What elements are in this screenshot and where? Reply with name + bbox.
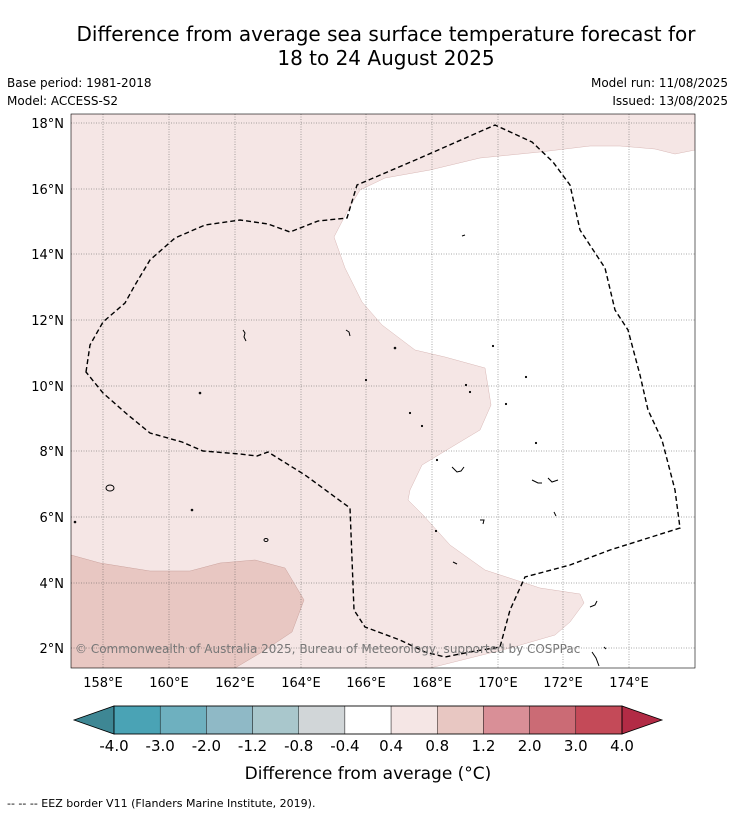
lat-tick-label: 4°N xyxy=(40,577,65,592)
colorbar-tick-label: 3.0 xyxy=(564,737,588,755)
lon-tick-label: 170°E xyxy=(478,676,518,691)
lat-tick-label: 10°N xyxy=(31,380,64,395)
lat-tick-label: 6°N xyxy=(40,511,65,526)
issued-date: Issued: 13/08/2025 xyxy=(612,94,728,108)
model-name: Model: ACCESS-S2 xyxy=(7,94,119,108)
colorbar-tick-label: 0.4 xyxy=(379,737,403,755)
anomaly-region-light xyxy=(71,114,695,668)
colorbar-outline xyxy=(113,705,623,735)
colorbar-segment xyxy=(390,705,438,735)
lat-tick-label: 8°N xyxy=(40,445,65,460)
colorbar-segment xyxy=(344,705,392,735)
colorbar-segment xyxy=(437,705,484,735)
lon-tick-labels: 158°E 160°E 162°E 164°E 166°E 168°E 170°… xyxy=(83,676,649,691)
title-line-2: 18 to 24 August 2025 xyxy=(277,46,495,70)
lat-tick-label: 14°N xyxy=(31,248,64,263)
colorbar-low-extension xyxy=(72,705,115,735)
lon-tick-label: 174°E xyxy=(609,676,649,691)
lat-tick-label: 18°N xyxy=(31,117,64,132)
lat-tick-label: 12°N xyxy=(31,314,64,329)
meta-left: Base period: 1981-2018 Model: ACCESS-S2 xyxy=(7,76,152,112)
colorbar-segment xyxy=(159,705,207,735)
map-border xyxy=(70,113,696,669)
lat-gridlines xyxy=(71,122,695,649)
eez-footnote: -- -- -- EEZ border V11 (Flanders Marine… xyxy=(7,797,316,810)
colorbar-tick-label: -0.4 xyxy=(330,737,359,755)
lon-tick-label: 162°E xyxy=(215,676,255,691)
colorbar-tick-label: -3.0 xyxy=(146,737,175,755)
islands xyxy=(73,234,607,667)
colorbar-segment xyxy=(113,705,161,735)
colorbar-segment xyxy=(206,705,253,735)
colorbar-tick-label: 2.0 xyxy=(518,737,542,755)
map-title: Difference from average sea surface temp… xyxy=(40,22,732,70)
lat-tick-label: 2°N xyxy=(40,642,65,657)
copyright-notice: © Commonwealth of Australia 2025, Bureau… xyxy=(75,642,580,656)
colorbar-tick-label: -0.8 xyxy=(284,737,313,755)
lon-tick-label: 166°E xyxy=(346,676,386,691)
title-line-1: Difference from average sea surface temp… xyxy=(76,22,696,46)
colorbar-tick-labels: -4.0 -3.0 -2.0 -1.2 -0.8 -0.4 0.4 0.8 1.2 2.0 3.0 4… xyxy=(99,737,634,755)
colorbar-segment xyxy=(252,705,299,735)
colorbar: -4.0 -3.0 -2.0 -1.2 -0.8 -0.4 0.4 0.8 1.2 2.0 3.0 4… xyxy=(72,705,664,755)
lon-tick-label: 172°E xyxy=(543,676,583,691)
colorbar-title: Difference from average (°C) xyxy=(244,764,492,784)
colorbar-segment xyxy=(298,705,346,735)
lat-tick-labels: 18°N 16°N 14°N 12°N 10°N 8°N 6°N 4°N 2°N xyxy=(31,117,64,657)
lon-tick-label: 164°E xyxy=(281,676,321,691)
colorbar-tick-label: -4.0 xyxy=(99,737,128,755)
eez-border xyxy=(85,124,681,658)
base-period: Base period: 1981-2018 xyxy=(7,76,152,90)
colorbar-high-extension xyxy=(621,705,664,735)
colorbar-tick-label: 0.8 xyxy=(425,737,449,755)
lat-tick-label: 16°N xyxy=(31,183,64,198)
colorbar-segment xyxy=(529,705,577,735)
colorbar-tick-label: 4.0 xyxy=(610,737,634,755)
lon-tick-label: 160°E xyxy=(149,676,189,691)
colorbar-tick-label: -2.0 xyxy=(192,737,221,755)
colorbar-segment xyxy=(575,705,623,735)
colorbar-tick-label: 1.2 xyxy=(472,737,496,755)
lon-tick-label: 158°E xyxy=(83,676,123,691)
lon-tick-label: 168°E xyxy=(412,676,452,691)
model-run: Model run: 11/08/2025 xyxy=(590,76,728,90)
colorbar-tick-label: -1.2 xyxy=(238,737,267,755)
colorbar-segment xyxy=(483,705,530,735)
colorbar-segments xyxy=(113,705,623,735)
meta-right: Model run: 11/08/2025 Issued: 13/08/2025 xyxy=(591,76,728,112)
